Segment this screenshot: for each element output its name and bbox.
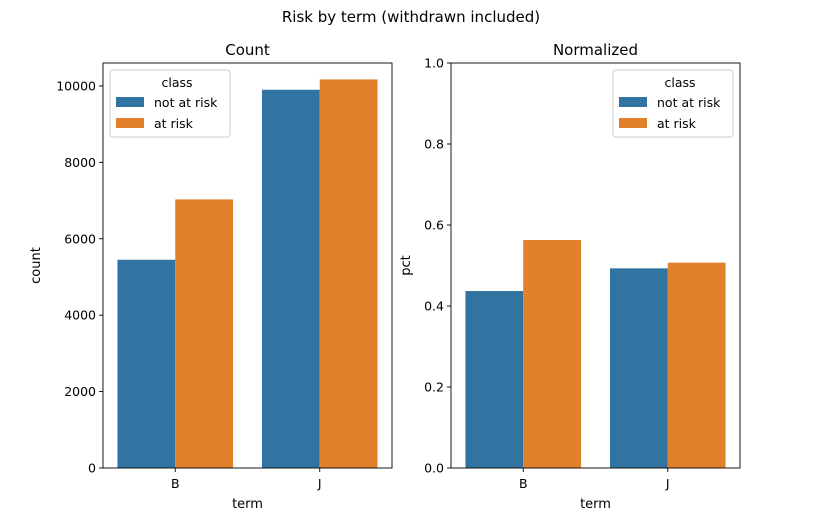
bar-not-at-risk-b	[465, 291, 523, 468]
y-tick-label: 0.0	[424, 461, 444, 476]
legend-label: not at risk	[657, 95, 721, 110]
legend-title: class	[664, 75, 695, 90]
x-axis-label: term	[580, 497, 611, 512]
y-tick-label: 10000	[56, 78, 96, 93]
bar-not-at-risk-j	[610, 268, 668, 468]
y-tick-label: 0.4	[424, 299, 444, 314]
legend-label: at risk	[154, 116, 194, 131]
y-axis-label: count	[29, 247, 44, 284]
x-tick-label: J	[665, 476, 670, 491]
panel-title: Count	[225, 41, 270, 59]
panel-title: Normalized	[553, 41, 638, 59]
x-tick-label: J	[317, 476, 322, 491]
y-axis-label: pct	[399, 255, 414, 276]
y-tick-label: 4000	[64, 308, 96, 323]
x-tick-label: B	[171, 476, 180, 491]
panel-normalized: 0.0 0.2 0.4 0.6 0.8 1.0 B J Normalized term pct cla…	[399, 41, 740, 512]
figure-title: Risk by term (withdrawn included)	[282, 8, 540, 26]
x-tick-label: B	[519, 476, 528, 491]
legend-swatch-not-at-risk	[116, 97, 144, 107]
legend: class not at risk at risk	[613, 70, 733, 137]
legend: class not at risk at risk	[110, 70, 230, 137]
bar-at-risk-b	[175, 199, 233, 468]
bar-not-at-risk-b	[117, 260, 175, 468]
y-tick-label: 0.2	[424, 380, 444, 395]
legend-label: not at risk	[154, 95, 218, 110]
y-tick-label: 2000	[64, 384, 96, 399]
y-tick-label: 6000	[64, 231, 96, 246]
bar-at-risk-b	[523, 240, 581, 468]
y-tick-label: 0.8	[424, 137, 444, 152]
bar-not-at-risk-j	[262, 90, 320, 468]
panel-count: 0 2000 4000 6000 8000 10000 B J Count term count cl…	[29, 41, 392, 512]
legend-label: at risk	[657, 116, 697, 131]
bar-at-risk-j	[320, 79, 378, 468]
y-tick-label: 1.0	[424, 56, 444, 71]
legend-title: class	[161, 75, 192, 90]
legend-swatch-at-risk	[116, 118, 144, 128]
bar-at-risk-j	[668, 263, 726, 468]
y-tick-label: 0	[88, 461, 96, 476]
legend-swatch-not-at-risk	[619, 97, 647, 107]
legend-swatch-at-risk	[619, 118, 647, 128]
y-tick-label: 8000	[64, 155, 96, 170]
y-tick-label: 0.6	[424, 218, 444, 233]
x-axis-label: term	[232, 497, 263, 512]
